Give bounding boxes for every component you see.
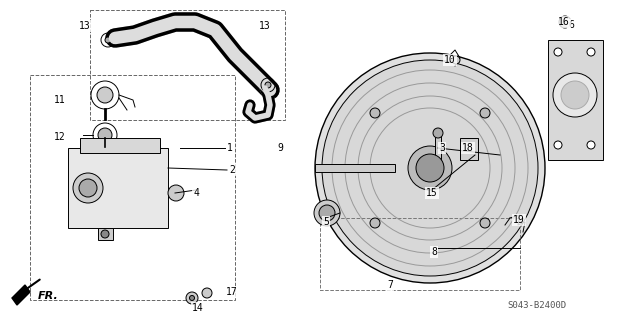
Circle shape [587,48,595,56]
Circle shape [587,141,595,149]
Text: 18: 18 [462,143,474,153]
Circle shape [97,87,113,103]
Circle shape [554,48,562,56]
Bar [460,138,478,160]
Bar [315,164,395,172]
Text: 16: 16 [558,17,570,27]
Circle shape [189,295,195,300]
Bar [30,75,235,300]
Text: FR.: FR. [38,291,59,301]
Circle shape [322,60,538,276]
Text: 13: 13 [79,21,91,31]
Circle shape [101,230,109,238]
Circle shape [433,128,443,138]
Text: 12: 12 [54,132,66,142]
Polygon shape [12,285,30,305]
Circle shape [202,288,212,298]
Circle shape [480,218,490,228]
Text: 4: 4 [193,188,199,198]
Text: 3: 3 [439,143,445,153]
Circle shape [79,179,97,197]
Text: 6: 6 [568,20,574,30]
Bar [80,138,160,153]
Circle shape [480,108,490,118]
Text: 8: 8 [431,247,437,257]
Text: 15: 15 [426,188,438,198]
Circle shape [553,73,597,117]
Bar [435,135,441,163]
Circle shape [408,146,452,190]
Text: 11: 11 [54,95,66,105]
Circle shape [98,128,112,142]
Text: 1: 1 [227,143,233,153]
Circle shape [370,108,380,118]
Circle shape [416,154,444,182]
Bar [90,10,285,120]
Text: 7: 7 [387,280,393,290]
Text: 10: 10 [444,55,456,65]
Circle shape [168,185,184,201]
Text: 9: 9 [277,143,283,153]
Circle shape [186,292,198,304]
Bar [98,228,113,240]
Text: 19: 19 [513,215,525,225]
Circle shape [559,16,571,28]
Circle shape [561,81,589,109]
Text: 2: 2 [229,165,235,175]
Bar [68,148,168,228]
Circle shape [105,37,111,43]
Circle shape [265,82,271,88]
Circle shape [452,56,460,64]
Text: 17: 17 [226,287,238,297]
Circle shape [554,141,562,149]
Circle shape [314,200,340,226]
Polygon shape [548,40,603,160]
Circle shape [73,173,103,203]
Text: 14: 14 [192,303,204,313]
Bar [320,218,520,290]
Circle shape [315,53,545,283]
Text: S043-B2400D: S043-B2400D [508,300,566,309]
Text: 13: 13 [259,21,271,31]
Circle shape [319,205,335,221]
Circle shape [370,218,380,228]
Text: 5: 5 [323,217,329,227]
